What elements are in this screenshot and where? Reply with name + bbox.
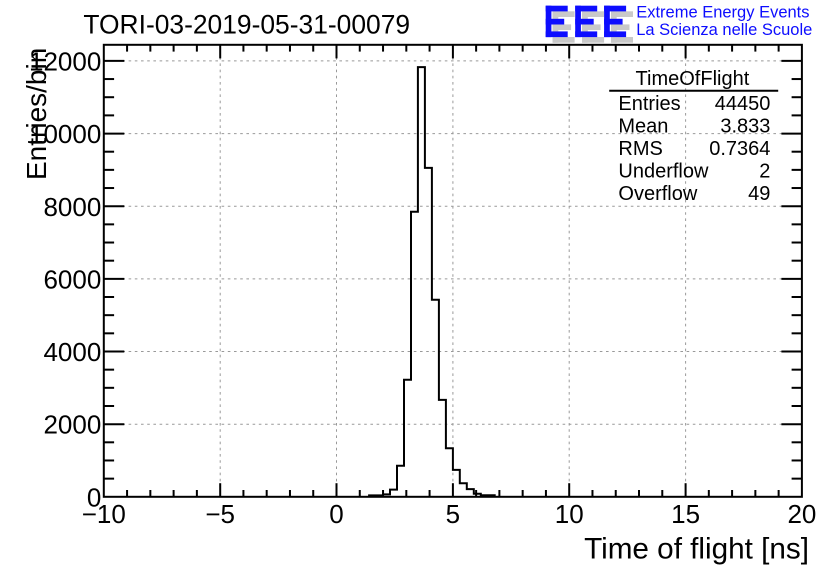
- svg-text:0: 0: [329, 499, 343, 529]
- svg-text:6000: 6000: [43, 264, 101, 294]
- svg-text:Mean: Mean: [618, 116, 668, 138]
- svg-text:Underflow: Underflow: [618, 161, 709, 183]
- svg-text:0: 0: [87, 482, 101, 512]
- svg-text:12000: 12000: [29, 47, 101, 77]
- svg-text:Time of flight [ns]: Time of flight [ns]: [584, 532, 809, 565]
- svg-text:La Scienza nelle Scuole: La Scienza nelle Scuole: [636, 21, 812, 39]
- svg-text:TORI-03-2019-05-31-00079: TORI-03-2019-05-31-00079: [83, 10, 410, 40]
- svg-text:Entries: Entries: [618, 93, 680, 115]
- svg-text:Entries/bin: Entries/bin: [21, 48, 52, 180]
- svg-text:−5: −5: [205, 499, 235, 529]
- svg-text:TimeOfFlight: TimeOfFlight: [636, 68, 750, 90]
- svg-text:10: 10: [555, 499, 584, 529]
- svg-text:8000: 8000: [43, 192, 101, 222]
- svg-text:4000: 4000: [43, 337, 101, 367]
- svg-text:5: 5: [446, 499, 460, 529]
- svg-text:49: 49: [748, 183, 770, 205]
- svg-text:0.7364: 0.7364: [709, 138, 770, 160]
- svg-text:Overflow: Overflow: [618, 183, 697, 205]
- svg-text:Extreme Energy Events: Extreme Energy Events: [636, 3, 809, 21]
- svg-text:10000: 10000: [29, 119, 101, 149]
- svg-text:44450: 44450: [715, 93, 771, 115]
- svg-text:3.833: 3.833: [720, 116, 770, 138]
- svg-text:−10: −10: [82, 499, 126, 529]
- svg-text:15: 15: [671, 499, 700, 529]
- svg-text:2000: 2000: [43, 410, 101, 440]
- svg-text:20: 20: [787, 499, 816, 529]
- svg-text:2: 2: [759, 161, 770, 183]
- svg-text:RMS: RMS: [618, 138, 662, 160]
